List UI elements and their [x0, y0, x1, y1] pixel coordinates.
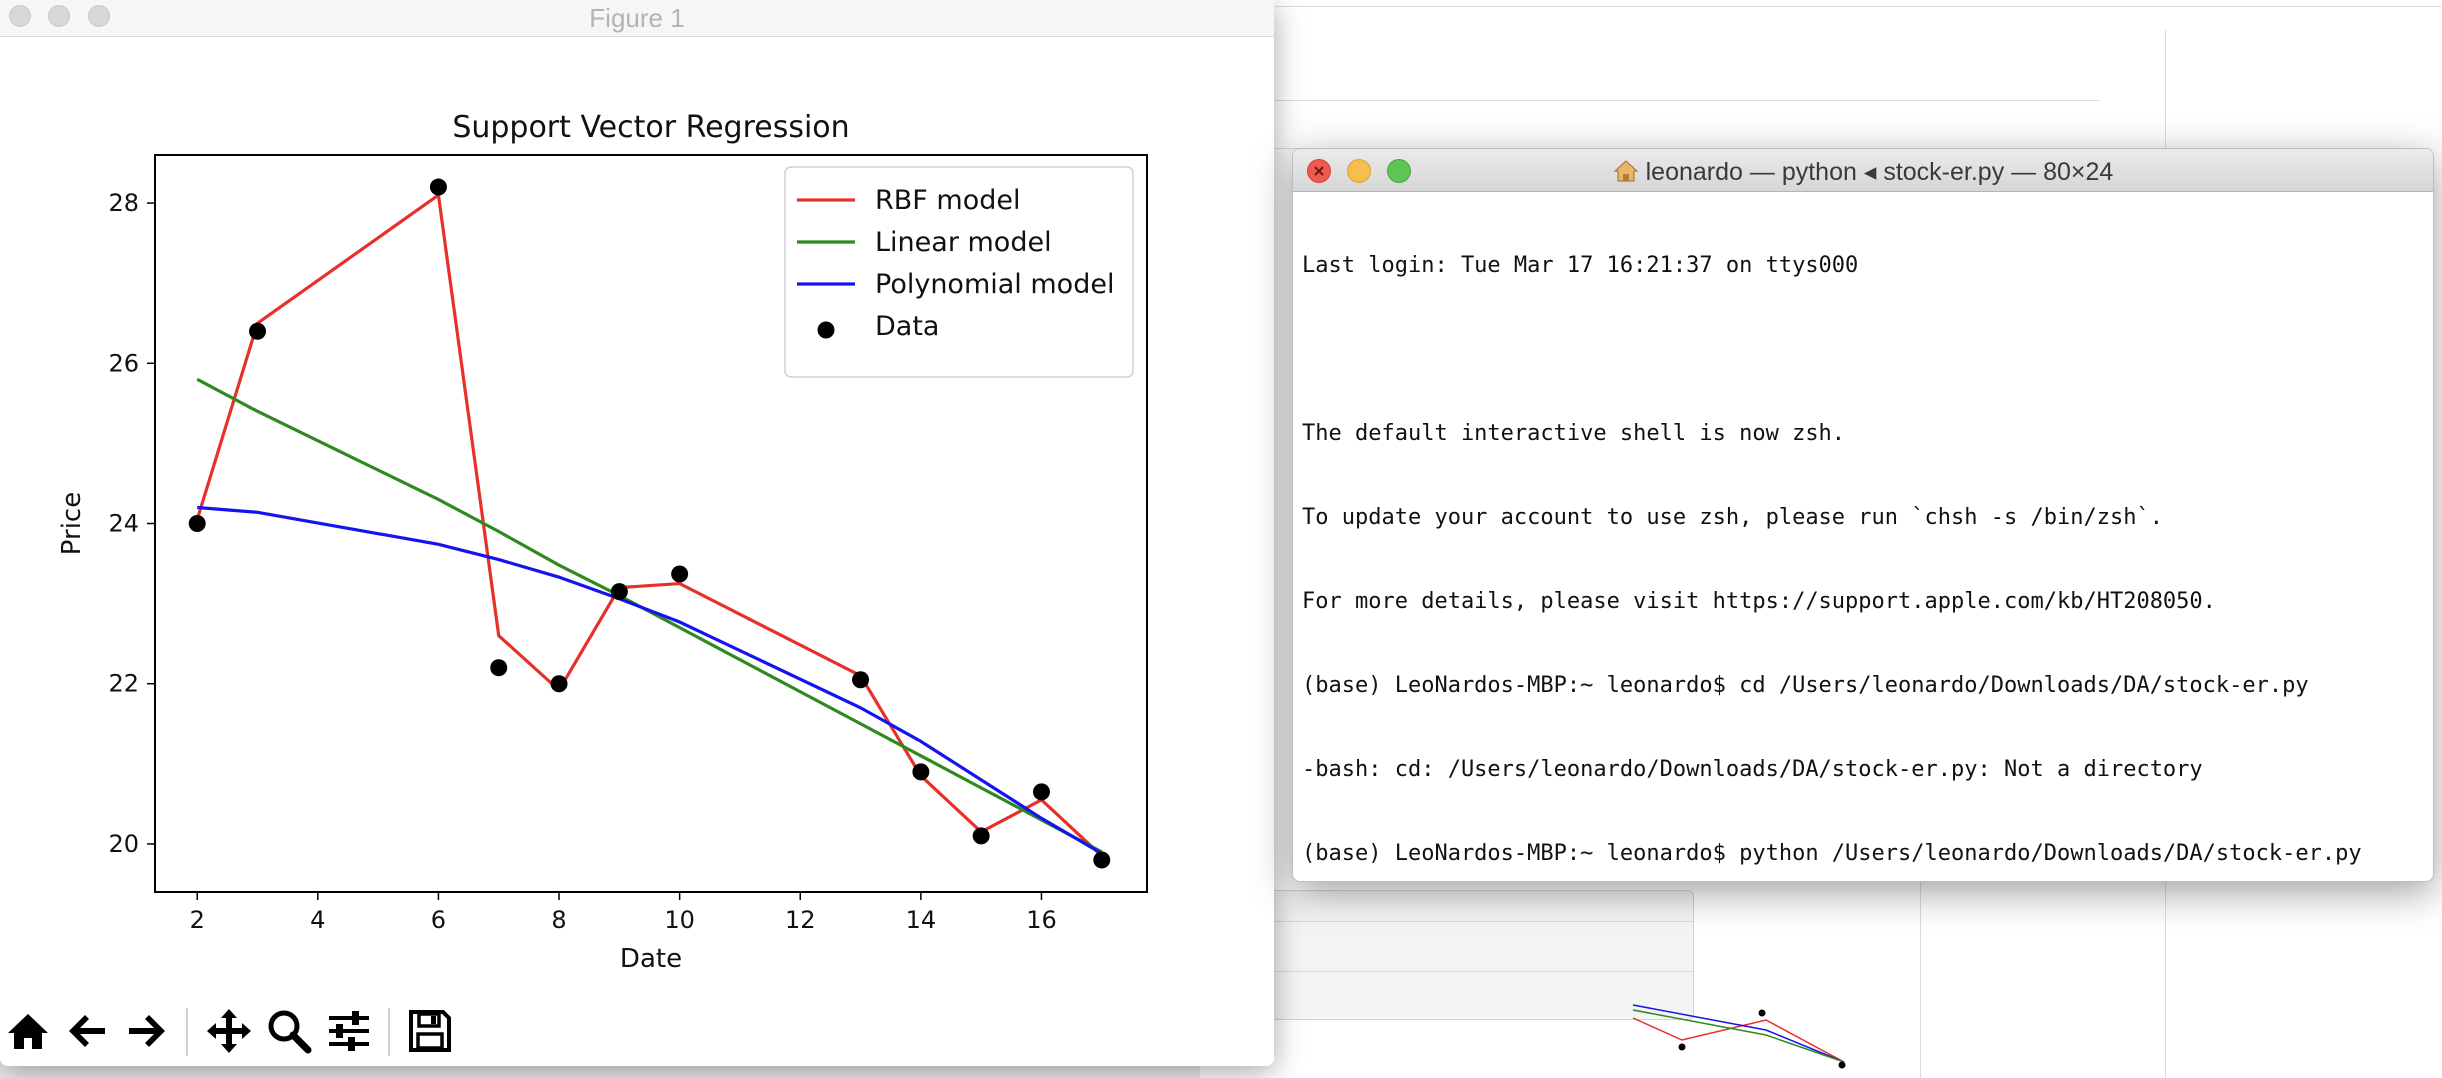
save-button[interactable] — [403, 1002, 457, 1060]
data-point — [972, 827, 990, 845]
figure-window: Figure 1 Support Vector Regression Date Pr… — [0, 0, 1274, 1066]
toolbar-separator — [186, 1008, 188, 1056]
y-tick-label: 20 — [108, 830, 139, 858]
x-tick-label: 14 — [906, 906, 937, 934]
y-axis-label: Price — [57, 492, 87, 555]
y-tick-label: 22 — [108, 670, 139, 698]
data-point — [1032, 783, 1050, 801]
back-icon — [69, 1015, 105, 1047]
background-divider — [1920, 880, 1921, 1078]
zoom-icon — [268, 1010, 312, 1054]
y-tick-label: 26 — [108, 349, 139, 377]
x-tick-label: 8 — [551, 906, 566, 934]
terminal-zoom-button[interactable] — [1387, 159, 1411, 183]
background-topbar — [1275, 0, 2442, 7]
back-button[interactable] — [60, 1002, 114, 1060]
terminal-line: ​ — [1302, 336, 2424, 364]
zoom-button[interactable] — [88, 5, 110, 27]
home-button[interactable] — [1, 1002, 55, 1060]
toolbar-separator — [388, 1008, 390, 1056]
terminal-minimize-button[interactable] — [1347, 159, 1371, 183]
background-mini-plot — [1632, 1004, 1846, 1069]
terminal-output[interactable]: Last login: Tue Mar 17 16:21:37 on ttys0… — [1293, 192, 2433, 881]
x-tick-label: 2 — [190, 906, 205, 934]
data-point — [852, 671, 870, 689]
data-point — [550, 675, 568, 693]
terminal-title-text: leonardo — python ◂ stock-er.py — 80×24 — [1645, 158, 2114, 186]
forward-icon — [129, 1015, 165, 1047]
home-icon — [8, 1014, 48, 1049]
data-point — [188, 515, 206, 532]
close-icon — [1314, 166, 1324, 176]
terminal-line: -bash: cd: /Users/leonardo/Downloads/DA/… — [1302, 757, 2203, 782]
data-point — [249, 322, 267, 340]
background-panel — [1262, 890, 1694, 1020]
terminal-line: The default interactive shell is now zsh… — [1302, 421, 1846, 446]
save-icon — [409, 1010, 451, 1052]
terminal-line: (base) LeoNardos-MBP:~ leonardo$ cd /Use… — [1302, 673, 2309, 698]
home-folder-icon — [1613, 160, 1639, 182]
x-tick-label: 12 — [785, 906, 816, 934]
terminal-window[interactable]: leonardo — python ◂ stock-er.py — 80×24 … — [1292, 148, 2434, 882]
x-tick-label: 6 — [431, 906, 446, 934]
terminal-line: (base) LeoNardos-MBP:~ leonardo$ python … — [1302, 841, 2362, 866]
x-tick-label: 10 — [664, 906, 695, 934]
terminal-line: Last login: Tue Mar 17 16:21:37 on ttys0… — [1302, 253, 1859, 278]
legend-label: Data — [875, 311, 939, 342]
terminal-line: To update your account to use zsh, pleas… — [1302, 505, 2163, 530]
zoom-rect-button[interactable] — [262, 1002, 316, 1060]
background-divider — [1275, 100, 2100, 101]
x-tick-label: 16 — [1026, 906, 1057, 934]
data-point — [1093, 851, 1111, 869]
figure-toolbar — [0, 998, 1274, 1066]
terminal-titlebar[interactable]: leonardo — python ◂ stock-er.py — 80×24 — [1293, 149, 2433, 192]
data-point — [429, 178, 447, 196]
terminal-title: leonardo — python ◂ stock-er.py — 80×24 — [1293, 157, 2433, 187]
y-tick-label: 24 — [108, 510, 139, 538]
data-point — [490, 659, 508, 677]
pan-button[interactable] — [202, 1002, 256, 1060]
figure-titlebar[interactable]: Figure 1 — [0, 0, 1274, 37]
chart-title: Support Vector Regression — [452, 110, 849, 145]
series-line-poly — [197, 505, 1103, 855]
close-button[interactable] — [9, 5, 31, 27]
x-axis-label: Date — [620, 944, 682, 974]
pan-icon — [207, 1009, 251, 1053]
terminal-line: For more details, please visit https://s… — [1302, 589, 2216, 614]
series-line-linear — [196, 377, 1103, 854]
series-line-rbf — [195, 192, 1103, 858]
data-point — [912, 763, 930, 781]
legend-swatch-data — [817, 321, 835, 339]
legend-box — [784, 166, 1134, 378]
axes-frame — [154, 154, 1148, 893]
configure-icon — [329, 1011, 369, 1051]
legend-label: Linear model — [875, 227, 1052, 258]
forward-button[interactable] — [120, 1002, 174, 1060]
figure-title: Figure 1 — [589, 3, 685, 33]
configure-button[interactable] — [322, 1002, 376, 1060]
data-point — [671, 565, 689, 583]
data-point — [610, 583, 628, 601]
minimize-button[interactable] — [48, 5, 70, 27]
x-tick-label: 4 — [310, 906, 325, 934]
y-tick-label: 28 — [108, 189, 139, 217]
terminal-close-button[interactable] — [1307, 159, 1331, 183]
legend-label: Polynomial model — [875, 269, 1114, 300]
legend-label: RBF model — [875, 185, 1020, 216]
